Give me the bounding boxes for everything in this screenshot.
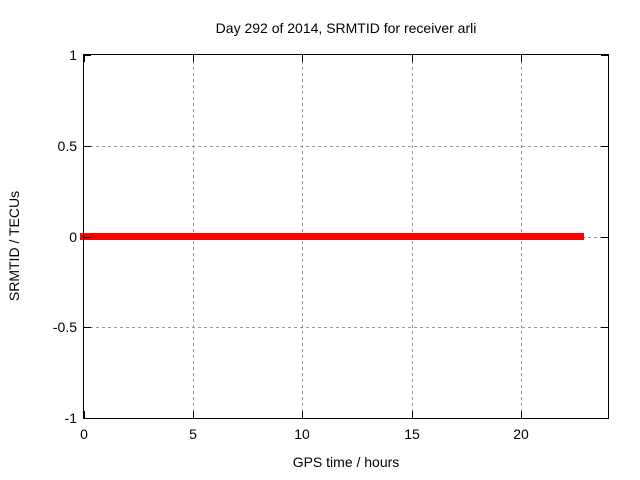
x-tick-label: 15 (404, 426, 420, 442)
y-gridline (84, 146, 608, 147)
y-tick-label: 0.5 (57, 138, 77, 154)
y-tick-mark-right (601, 237, 608, 238)
y-gridline (84, 327, 608, 328)
y-tick-mark-left (84, 327, 91, 328)
x-tick-label: 20 (513, 426, 529, 442)
x-tick-mark-top (412, 55, 413, 62)
y-tick-mark-left (84, 146, 91, 147)
y-tick-mark-right (601, 418, 608, 419)
x-tick-mark-bottom (84, 411, 85, 418)
x-tick-mark-bottom (302, 411, 303, 418)
x-tick-label: 0 (80, 426, 88, 442)
y-tick-mark-right (601, 146, 608, 147)
y-tick-mark-right (601, 55, 608, 56)
y-axis-label: SRMTID / TECUs (6, 190, 22, 302)
chart-title: Day 292 of 2014, SRMTID for receiver arl… (215, 20, 477, 36)
y-tick-label: -1 (64, 410, 77, 426)
y-tick-mark-right (601, 327, 608, 328)
x-tick-mark-top (302, 55, 303, 62)
x-tick-label: 10 (294, 426, 310, 442)
plot-area (80, 54, 609, 419)
y-tick-label: 1 (69, 47, 77, 63)
x-tick-label: 5 (189, 426, 197, 442)
data-line (80, 233, 584, 240)
x-tick-mark-top (521, 55, 522, 62)
y-tick-mark-left (84, 418, 91, 419)
x-axis-label: GPS time / hours (292, 454, 400, 470)
y-tick-mark-left (84, 55, 91, 56)
y-tick-label: 0 (69, 229, 77, 245)
x-tick-mark-bottom (412, 411, 413, 418)
x-tick-mark-top (84, 55, 85, 62)
x-tick-mark-bottom (193, 411, 194, 418)
y-tick-label: -0.5 (52, 319, 77, 335)
x-tick-mark-top (193, 55, 194, 62)
x-tick-mark-bottom (521, 411, 522, 418)
y-tick-mark-left (84, 237, 91, 238)
